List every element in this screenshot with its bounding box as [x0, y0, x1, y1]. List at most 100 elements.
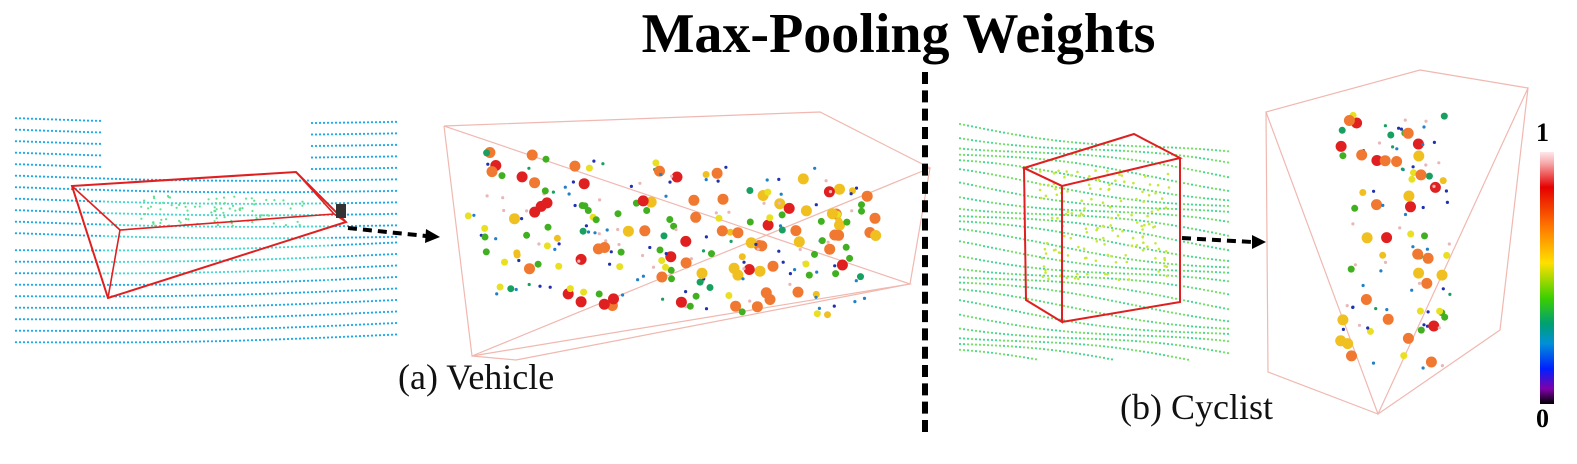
scan-point: [22, 186, 26, 189]
scan-point: [210, 259, 214, 262]
scan-point: [346, 278, 350, 281]
scan-point: [1078, 202, 1082, 205]
scan-point: [1162, 330, 1166, 333]
scan-point: [1052, 249, 1056, 252]
scan-point: [138, 189, 142, 193]
scan-point: [42, 187, 46, 190]
scan-point: [70, 272, 74, 275]
weight-sphere: [636, 278, 640, 282]
weight-sphere: [686, 302, 694, 310]
scan-point: [150, 249, 154, 252]
scan-point: [130, 189, 134, 192]
weight-sphere: [641, 253, 645, 258]
weight-sphere: [660, 232, 668, 240]
scan-point: [238, 225, 242, 228]
scan-point: [218, 248, 222, 251]
scan-point: [974, 139, 978, 142]
scan-point: [70, 119, 74, 122]
scan-point: [386, 322, 390, 325]
scan-point: [282, 199, 285, 202]
scan-point: [374, 201, 378, 204]
scan-point: [214, 340, 218, 343]
scan-point: [298, 257, 302, 260]
scan-point: [1018, 178, 1022, 181]
weight-sphere: [1429, 181, 1441, 193]
scan-point: [282, 280, 286, 283]
scan-point: [1150, 307, 1154, 310]
scan-point: [110, 329, 114, 332]
scan-point: [1146, 151, 1150, 154]
scan-point: [370, 144, 374, 147]
scan-point: [34, 249, 38, 252]
scan-point: [158, 202, 161, 205]
scan-point: [354, 132, 358, 136]
scan-point: [362, 190, 366, 193]
scan-point: [1022, 278, 1026, 281]
scan-point: [1097, 178, 1101, 182]
scan-point: [174, 213, 178, 216]
scan-point: [1018, 165, 1022, 168]
scan-point: [50, 329, 54, 332]
scan-point: [1010, 264, 1014, 267]
weight-sphere: [1361, 232, 1373, 244]
scan-point: [378, 190, 382, 193]
scan-point: [1054, 303, 1058, 306]
scan-point: [986, 128, 990, 131]
scan-point: [1226, 332, 1230, 335]
scan-point: [994, 188, 998, 191]
scan-point: [154, 318, 158, 321]
scan-point: [34, 318, 38, 321]
scan-point: [374, 190, 378, 193]
scan-point: [990, 271, 994, 274]
scan-point: [338, 167, 342, 170]
scan-point: [78, 318, 82, 321]
scan-point: [338, 236, 342, 239]
scan-point: [378, 144, 382, 147]
scan-point: [1010, 339, 1014, 342]
scan-point: [370, 265, 374, 268]
scan-point: [1114, 277, 1118, 280]
scan-point: [1194, 270, 1198, 273]
scan-point: [1010, 333, 1014, 336]
scan-point: [1206, 197, 1210, 200]
weight-sphere: [1382, 313, 1394, 325]
scan-point: [994, 283, 998, 286]
scan-point: [978, 330, 982, 333]
cyclist-arrow-head: [1252, 235, 1266, 249]
scan-point: [302, 325, 306, 328]
scan-point: [1141, 190, 1144, 194]
scan-point: [342, 324, 346, 327]
scan-point: [78, 119, 82, 122]
scan-point: [1198, 203, 1202, 206]
scan-point: [202, 282, 206, 285]
scan-point: [254, 191, 258, 194]
scan-point: [182, 260, 186, 263]
scan-point: [1082, 308, 1086, 312]
scan-point: [1170, 213, 1174, 217]
scan-point: [1174, 207, 1178, 211]
scan-point: [1206, 326, 1210, 329]
scan-point: [1186, 264, 1190, 267]
weight-sphere: [575, 253, 587, 265]
scan-point: [394, 189, 398, 192]
weight-sphere: [622, 225, 634, 237]
scan-point: [46, 210, 50, 213]
scan-point: [1210, 148, 1214, 151]
scan-point: [1130, 289, 1134, 292]
scan-point: [1058, 213, 1062, 216]
weight-sphere: [601, 162, 605, 166]
scan-point: [142, 272, 146, 275]
scan-point: [342, 312, 346, 315]
scan-point: [234, 191, 238, 194]
scan-point: [66, 164, 70, 167]
scan-point: [330, 267, 334, 270]
scan-point: [1206, 209, 1210, 212]
scan-point: [974, 215, 978, 218]
scan-point: [394, 201, 398, 204]
scan-point: [18, 151, 22, 154]
scan-point: [1010, 354, 1014, 357]
scan-point: [1054, 152, 1058, 155]
weight-sphere: [1421, 366, 1425, 370]
scan-point: [330, 144, 334, 147]
scan-point: [1102, 236, 1105, 240]
